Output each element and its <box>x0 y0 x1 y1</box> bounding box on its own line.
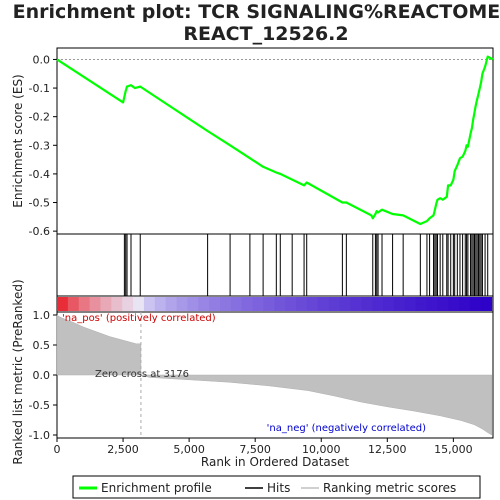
ranking-metric-area <box>56 314 492 436</box>
x-tick-label: 10,000 <box>302 443 341 456</box>
legend-box <box>72 475 481 499</box>
x-tick-label: 5,000 <box>173 443 205 456</box>
rank-band-segment <box>274 297 286 311</box>
rank-band-segment <box>100 297 112 311</box>
rank-band-segment <box>57 297 69 311</box>
es-tick-label: -0.3 <box>29 139 50 152</box>
rank-band-segment <box>263 297 275 311</box>
rank-band-segment <box>372 297 384 311</box>
pos-correlated-label: 'na_pos' (positively correlated) <box>62 313 216 324</box>
metric-tick-label: -0.5 <box>29 399 50 412</box>
rank-band-segment <box>296 297 308 311</box>
zero-cross-label: Zero cross at 3176 <box>95 369 189 380</box>
rank-band-segment <box>448 297 460 311</box>
rank-band-segment <box>383 297 395 311</box>
metric-tick-label: 0.5 <box>33 339 51 352</box>
rank-band-segment <box>67 297 80 311</box>
legend-hits-label: Hits <box>267 481 290 495</box>
rank-band-segment <box>133 297 145 311</box>
rank-band-segment <box>437 297 449 311</box>
rank-band-segment <box>393 297 406 311</box>
rank-band-segment <box>459 297 471 311</box>
rank-band-segment <box>187 297 199 311</box>
x-axis: 0 2,500 5,000 7,500 10,000 12,500 15,000 <box>54 438 473 456</box>
rank-band-segment <box>143 297 156 311</box>
enrichment-profile-line <box>56 55 494 226</box>
x-tick-label: 2,500 <box>107 443 139 456</box>
rank-band-segment <box>361 297 373 311</box>
rank-band-segment <box>165 297 178 311</box>
metric-tick-label: -1.0 <box>29 429 50 442</box>
es-tick-label: -0.6 <box>29 225 50 238</box>
x-axis-label: Rank in Ordered Dataset <box>201 455 349 469</box>
legend: Enrichment profile Hits Ranking metric s… <box>72 475 481 499</box>
es-plot <box>56 55 494 226</box>
rank-band-segment <box>198 297 210 311</box>
es-tick-label: -0.4 <box>29 168 50 181</box>
rank-band-segment <box>220 297 232 311</box>
neg-correlated-label: 'na_neg' (negatively correlated) <box>267 423 426 434</box>
x-tick-label: 15,000 <box>434 443 473 456</box>
rank-band-segment <box>426 297 438 311</box>
rank-band-segment <box>306 297 319 311</box>
rank-band-segment <box>339 297 351 311</box>
rank-band-segment <box>350 297 362 311</box>
es-y-axis-label: Enrichment score (ES) <box>11 74 25 207</box>
rank-band-segment <box>328 297 341 311</box>
es-tick-label: -0.5 <box>29 197 50 210</box>
metric-y-axis-label: Ranked list metric (PreRanked) <box>11 279 25 464</box>
rank-band-segment <box>415 297 427 311</box>
legend-es-label: Enrichment profile <box>101 481 212 495</box>
rank-band-segment <box>241 297 254 311</box>
rank-band-segment <box>317 297 330 311</box>
metric-tick-label: 1.0 <box>33 309 51 322</box>
chart-title-line2: REACT_12526.2 <box>183 23 348 45</box>
rank-band-segment <box>122 297 134 311</box>
es-panel-frame <box>56 47 494 235</box>
rank-band-segment <box>154 297 167 311</box>
rank-color-band <box>57 297 493 311</box>
es-tick-label: 0.0 <box>33 53 51 66</box>
rank-band-segment <box>285 297 297 311</box>
metric-tick-label: 0.0 <box>33 369 51 382</box>
rank-band-segment <box>252 297 264 311</box>
rank-band-segment <box>469 297 482 311</box>
hit-marks <box>123 234 489 296</box>
rank-band-segment <box>176 297 188 311</box>
x-tick-label: 12,500 <box>368 443 407 456</box>
x-tick-label: 0 <box>54 443 61 456</box>
rank-band-segment <box>230 297 243 311</box>
rank-band-segment <box>404 297 417 311</box>
metric-y-axis: 1.0 0.5 0.0 -0.5 -1.0 <box>29 309 57 442</box>
rank-band-segment <box>111 297 123 311</box>
hits-panel-frame <box>56 233 494 297</box>
x-tick-label: 7,500 <box>239 443 271 456</box>
rank-band-segment <box>209 297 221 311</box>
rank-band-segment <box>78 297 91 311</box>
es-y-axis: 0.0 -0.1 -0.2 -0.3 -0.4 -0.5 -0.6 <box>29 53 493 238</box>
rank-band-segment <box>480 297 493 311</box>
metric-plot <box>56 312 492 438</box>
es-tick-label: -0.1 <box>29 82 50 95</box>
chart-title-line1: Enrichment plot: TCR SIGNALING%REACTOME% <box>13 1 500 23</box>
rank-band-segment <box>89 297 101 311</box>
legend-metric-label: Ranking metric scores <box>323 481 456 495</box>
es-tick-label: -0.2 <box>29 111 50 124</box>
